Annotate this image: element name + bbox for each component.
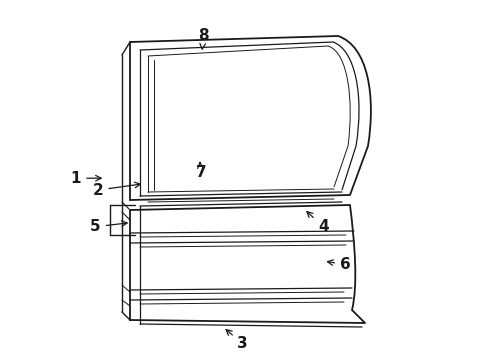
Text: 5: 5 (90, 219, 127, 234)
Text: 3: 3 (226, 330, 248, 351)
Text: 1: 1 (71, 171, 101, 186)
Text: 7: 7 (196, 162, 206, 180)
Text: 6: 6 (327, 257, 351, 272)
Text: 2: 2 (93, 182, 141, 198)
Text: 8: 8 (198, 28, 209, 49)
Text: 4: 4 (307, 212, 329, 234)
